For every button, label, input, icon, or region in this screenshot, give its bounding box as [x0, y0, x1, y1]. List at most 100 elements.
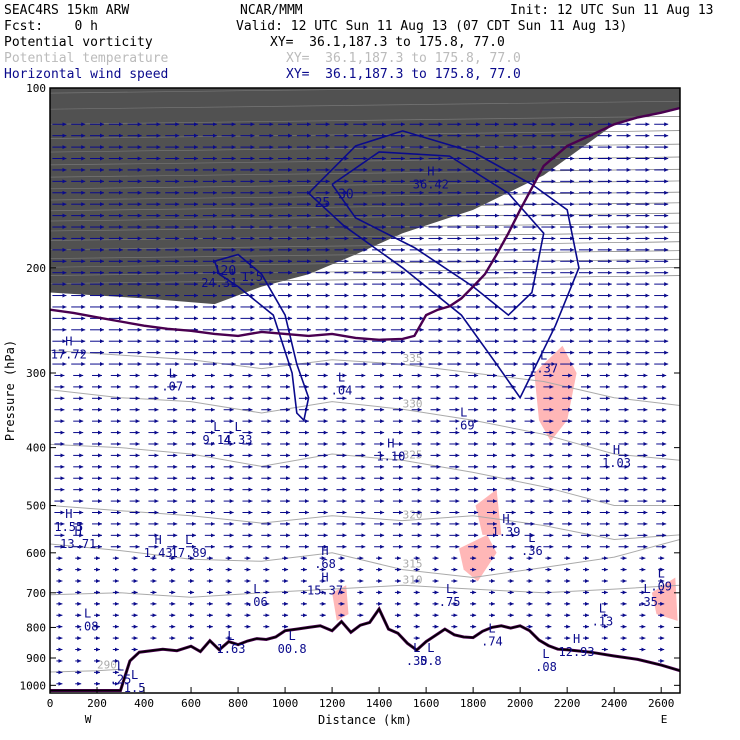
- extremum-L-34: L1.5: [124, 668, 146, 693]
- extremum-L-17: L.36: [521, 531, 543, 558]
- extremum-value: .09: [650, 580, 672, 594]
- extremum-value: 4.33: [224, 433, 253, 447]
- pv-striation-line: [50, 241, 680, 251]
- y-tick-label: 100: [26, 82, 46, 95]
- extremum-H-10: H1.03: [602, 443, 631, 470]
- extremum-type: L: [413, 641, 420, 655]
- extremum-value: .68: [314, 557, 336, 571]
- x-tick-label: 2200: [554, 697, 581, 710]
- extremum-L-20: L.06: [246, 582, 268, 609]
- terrain-line: [50, 607, 680, 692]
- pv-striation-line: [50, 202, 680, 212]
- extremum-value: 17.89: [171, 546, 207, 560]
- pv-striation-line: [50, 191, 680, 201]
- extremum-value: 9.14: [202, 433, 231, 447]
- field-name-pv: Potential vorticity: [4, 35, 153, 50]
- forecast-hour: Fcst: 0 h: [4, 19, 98, 34]
- extremum-type: L: [446, 582, 453, 596]
- extremum-L-27: L00.8: [278, 629, 307, 656]
- theta-label-315: 315: [403, 558, 423, 571]
- extremum-type: L: [253, 582, 260, 596]
- extremum-type: L: [249, 257, 256, 271]
- x-end-label-west: W: [85, 713, 92, 726]
- extremum-H-18: H.68: [314, 544, 336, 571]
- extremum-H-16: H1.39: [492, 512, 521, 539]
- x-tick-label: 2600: [648, 697, 675, 710]
- extremum-value: 13.71: [60, 537, 96, 551]
- extremum-L-24: L.35: [636, 582, 658, 609]
- extremum-L-15: L17.89: [171, 533, 207, 560]
- x-tick-label: 2000: [507, 697, 534, 710]
- extremum-value: .30: [406, 654, 428, 668]
- extremum-value: .36: [521, 544, 543, 558]
- extremum-value: 1.37: [529, 362, 558, 376]
- y-tick-label: 300: [26, 367, 46, 380]
- extremum-value: .06: [246, 595, 268, 609]
- plot-frame: [49, 87, 681, 694]
- theta-label-290: 290: [97, 659, 117, 672]
- pv-striation-line: [50, 100, 680, 110]
- extremum-type: H: [502, 512, 509, 526]
- theta-label-310: 310: [403, 573, 423, 586]
- pv-striation-line: [50, 116, 680, 125]
- extremum-L-32: L.08: [535, 647, 557, 674]
- x-tick-label: 400: [134, 697, 154, 710]
- extremum-type: L: [599, 601, 606, 615]
- extremum-L-2: L1.5: [241, 257, 263, 284]
- y-tick-label: 800: [26, 621, 46, 634]
- theta-line-315: [50, 539, 680, 579]
- theta-line-320: [50, 505, 680, 541]
- extremum-H-31: H12.93: [559, 632, 595, 659]
- theta-label-320: 320: [403, 509, 423, 522]
- valid-time: Valid: 12 UTC Sun 11 Aug 13 (07 CDT Sun …: [236, 19, 628, 34]
- field-name-theta: Potential temperature: [4, 51, 169, 66]
- extremum-type: H: [155, 533, 162, 547]
- x-tick-label: 1800: [460, 697, 487, 710]
- extremum-type: H: [321, 544, 328, 558]
- extremum-type: L: [131, 668, 138, 682]
- extremum-type: L: [643, 582, 650, 596]
- extremum-value: 1.03: [602, 456, 631, 470]
- y-tick-label: 500: [26, 500, 46, 513]
- extremum-L-28: L.74: [481, 621, 503, 648]
- field-xy-theta: XY= 36.1,187.3 to 175.8, 77.0: [286, 51, 521, 66]
- extremum-value: 1.39: [492, 525, 521, 539]
- init-time: Init: 12 UTC Sun 11 Aug 13: [510, 3, 714, 18]
- extremum-type: L: [488, 621, 495, 635]
- extremum-type: L: [540, 349, 547, 363]
- wind-contour-label-20: 20: [221, 264, 237, 279]
- y-axis-title: Pressure (hPa): [3, 340, 17, 441]
- extremum-value: 12.93: [559, 645, 595, 659]
- x-axis-title: Distance (km): [318, 713, 412, 727]
- y-tick-label: 400: [26, 442, 46, 455]
- x-tick-label: 2400: [601, 697, 628, 710]
- extremum-value: 36.42: [413, 177, 449, 191]
- extremum-value: .08: [535, 660, 557, 674]
- extremum-L-9: L.69: [453, 406, 475, 433]
- theta-label-330: 330: [403, 397, 423, 410]
- extremum-value: .25: [110, 673, 132, 687]
- pv-striation-line: [50, 180, 680, 190]
- extremum-H-3: H36.42: [413, 164, 449, 191]
- extremum-L-29: L.30: [406, 641, 428, 668]
- pink-region-3: [651, 577, 678, 621]
- extremum-L-4: L.07: [161, 366, 183, 393]
- wind-contour-label-25: 25: [315, 196, 331, 211]
- theta-label-335: 335: [403, 352, 423, 365]
- x-tick-label: 1200: [319, 697, 346, 710]
- extremum-type: L: [528, 531, 535, 545]
- extremum-type: L: [658, 567, 665, 581]
- wind-vectors: [52, 122, 669, 686]
- extremum-type: H: [427, 164, 434, 178]
- y-tick-label: 1000: [20, 679, 47, 692]
- extremum-value: .04: [331, 384, 353, 398]
- extremum-type: L: [185, 533, 192, 547]
- x-tick-label: 800: [228, 697, 248, 710]
- theta-label-325: 325: [403, 448, 423, 461]
- extremum-L-22: L.13: [592, 601, 614, 628]
- extremum-type: H: [65, 335, 72, 349]
- field-xy-pv: XY= 36.1,187.3 to 175.8, 77.0: [270, 35, 505, 50]
- wind-contour-30: [331, 151, 545, 317]
- extremum-H-8: H1.10: [376, 437, 405, 464]
